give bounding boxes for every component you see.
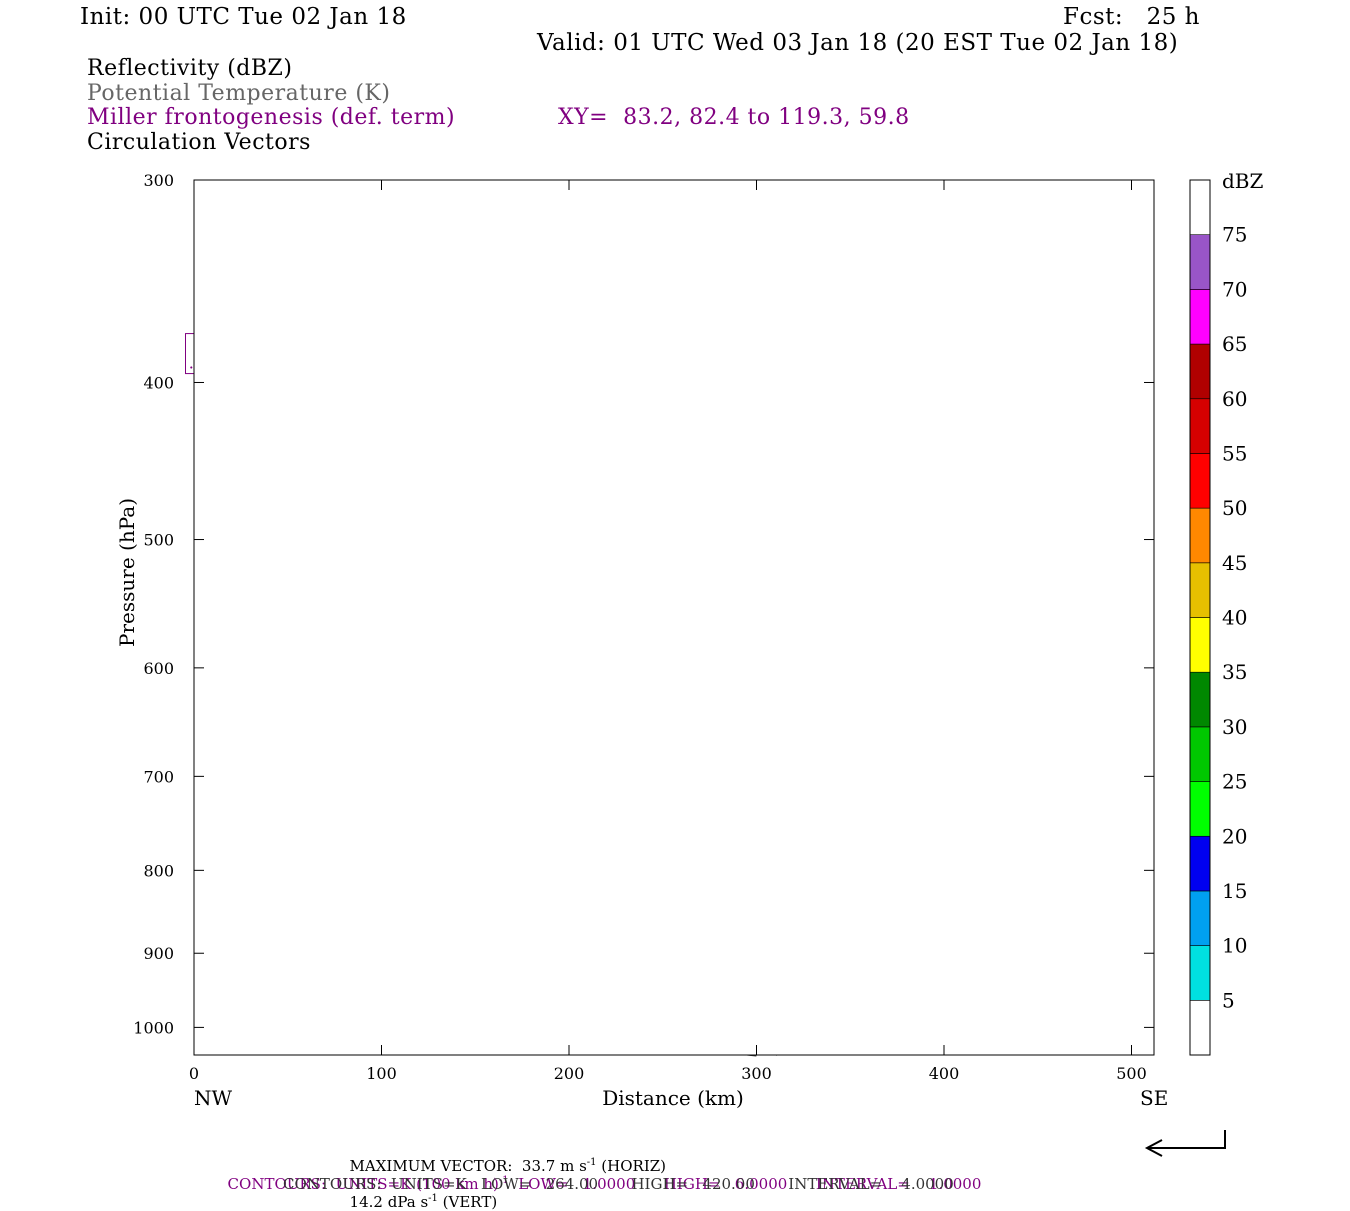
colorbar-title: dBZ — [1222, 169, 1264, 193]
y-tick-label: 800 — [143, 861, 174, 880]
x-tick-label: 200 — [554, 1064, 585, 1083]
reference-vector-arrow — [1148, 1130, 1226, 1149]
fronto-units: CONTOURS: UNITS=K (100 km h) — [227, 1175, 499, 1193]
colorbar-segment — [1189, 726, 1211, 782]
colorbar-segment — [1189, 179, 1211, 235]
sup: -1 — [586, 1157, 597, 1168]
y-tick-label: 400 — [143, 373, 174, 392]
colorbar-tick-label: 40 — [1222, 606, 1247, 630]
colorbar-tick-label: 20 — [1222, 824, 1247, 848]
field-frontogenesis: Miller frontogenesis (def. term) — [87, 105, 456, 130]
x-axis-label: Distance (km) — [602, 1086, 744, 1110]
y-tick-label: 700 — [143, 767, 174, 786]
x-end-label-nw: NW — [194, 1086, 233, 1110]
colorbar-segment — [1189, 781, 1211, 837]
max-vector-horiz-label: (HORIZ) — [596, 1157, 667, 1175]
init-time: Init: 00 UTC Tue 02 Jan 18 — [80, 4, 407, 30]
colorbar-tick-label: 5 — [1222, 988, 1235, 1012]
colorbar-frame — [1189, 179, 1211, 1056]
y-tick-label: 300 — [143, 171, 174, 190]
colorbar-tick-label: 25 — [1222, 770, 1247, 794]
sup: -1 — [428, 1193, 438, 1204]
valid-time: Valid: 01 UTC Wed 03 Jan 18 (20 EST Tue … — [537, 30, 1179, 56]
colorbar-segment — [1189, 1000, 1211, 1056]
colorbar-segment — [1189, 234, 1211, 290]
x-tick-label: 500 — [1116, 1064, 1147, 1083]
reference-vector-head — [1144, 1139, 1163, 1157]
colorbar-tick-label: 65 — [1222, 332, 1247, 356]
colorbar-tick-label: 55 — [1222, 441, 1247, 465]
max-vector-vert: 14.2 dPa s — [349, 1193, 429, 1211]
field-potential-temperature: Potential Temperature (K) — [87, 81, 391, 106]
colorbar-tick-label: 45 — [1222, 551, 1247, 575]
colorbar-segment — [1189, 398, 1211, 454]
forecast-hour: Fcst: 25 h — [1063, 4, 1200, 30]
colorbar-segment — [1189, 617, 1211, 673]
y-axis-label: Pressure (hPa) — [115, 498, 139, 647]
colorbar-tick-label: 30 — [1222, 715, 1247, 739]
footer-frontogenesis-contours: CONTOURS: UNITS=K (100 km h)-1 LOW= 1.00… — [218, 1157, 982, 1193]
colorbar-tick-label: 50 — [1222, 496, 1247, 520]
y-tick-label: 900 — [143, 944, 174, 963]
field-circulation-vectors: Circulation Vectors — [87, 130, 311, 155]
colorbar-segment — [1189, 671, 1211, 728]
colorbar-tick-label: 15 — [1222, 879, 1247, 903]
x-tick-label: 100 — [366, 1064, 397, 1083]
colorbar-segment — [1189, 453, 1211, 509]
y-tick-label: 600 — [143, 659, 174, 678]
max-vector-vert-label: (VERT) — [437, 1193, 498, 1211]
colorbar-tick-label: 60 — [1222, 387, 1247, 411]
colorbar-tick-label: 70 — [1222, 277, 1247, 301]
field-reflectivity: Reflectivity (dBZ) — [87, 56, 293, 81]
colorbar-segment — [1189, 507, 1211, 564]
x-tick-label: 0 — [189, 1064, 199, 1083]
x-tick-label: 300 — [741, 1064, 772, 1083]
sup: -1 — [498, 1175, 509, 1186]
colorbar-segment — [1189, 835, 1211, 892]
fronto-range: LOW= 1.0000 HIGH= 6.0000 INTERVAL= 1.000… — [508, 1175, 982, 1193]
colorbar-segment — [1189, 890, 1211, 946]
colorbar-tick-label: 35 — [1222, 660, 1247, 684]
x-tick-label: 400 — [929, 1064, 960, 1083]
colorbar-segment — [1189, 562, 1211, 618]
plot-frame — [193, 179, 1155, 1056]
colorbar-segment — [1189, 289, 1211, 345]
y-tick-label: 1000 — [133, 1018, 174, 1037]
colorbar-segment — [1189, 343, 1211, 400]
y-tick-label: 500 — [143, 531, 174, 550]
colorbar-tick-label: 10 — [1222, 934, 1247, 958]
colorbar-tick-label: 75 — [1222, 223, 1247, 247]
max-vector-horiz: MAXIMUM VECTOR: 33.7 m s — [349, 1157, 587, 1175]
footer-theta-contours: CONTOURS: UNITS=K LOW= 264.00 HIGH= 420.… — [283, 1175, 954, 1193]
x-end-label-se: SE — [1140, 1086, 1168, 1110]
xy-coordinates: XY= 83.2, 82.4 to 119.3, 59.8 — [558, 105, 910, 130]
colorbar-segment — [1189, 945, 1211, 1001]
